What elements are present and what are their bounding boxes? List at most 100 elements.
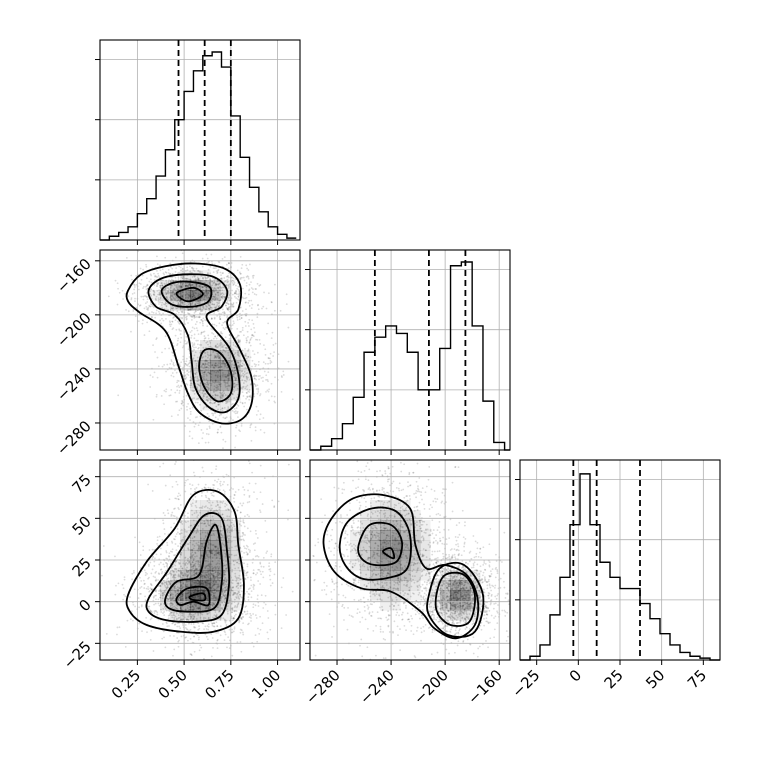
sample-point [191, 276, 194, 278]
sample-point [211, 262, 214, 265]
sample-point [202, 393, 205, 396]
sample-point [212, 584, 215, 587]
sample-point [167, 280, 170, 283]
sample-point [170, 374, 173, 377]
sample-point [213, 397, 216, 399]
sample-point [223, 362, 225, 365]
sample-point [203, 285, 206, 287]
sample-point [225, 375, 228, 378]
sample-point [237, 587, 240, 590]
sample-point [221, 292, 224, 294]
sample-point [148, 549, 151, 551]
sample-point [256, 594, 259, 597]
sample-point [233, 554, 236, 557]
sample-point [220, 292, 223, 295]
sample-point [181, 285, 183, 288]
sample-point [248, 462, 251, 465]
sample-point [214, 293, 217, 295]
sample-point [179, 365, 182, 368]
sample-point [256, 640, 259, 643]
sample-point [185, 296, 187, 299]
sample-point [203, 574, 206, 577]
sample-point [206, 571, 208, 574]
sample-point [218, 414, 221, 417]
sample-point [172, 301, 175, 304]
sample-point [155, 295, 158, 298]
sample-point [261, 622, 264, 625]
sample-point [236, 353, 239, 356]
sample-point [192, 293, 195, 296]
sample-point [224, 364, 227, 367]
sample-point [159, 286, 161, 289]
density-cell [200, 390, 211, 401]
sample-point [193, 650, 196, 653]
sample-point [158, 293, 161, 296]
sample-point [246, 590, 248, 593]
sample-point [233, 493, 236, 496]
sample-point [105, 632, 108, 635]
density-cell [170, 290, 181, 301]
sample-point [211, 550, 213, 553]
sample-point [164, 300, 167, 303]
sample-point [155, 393, 158, 396]
sample-point [202, 407, 205, 410]
sample-point [215, 389, 218, 392]
sample-point [191, 290, 194, 293]
sample-point [185, 595, 187, 598]
sample-point [213, 303, 216, 306]
sample-point [277, 500, 280, 503]
sample-point [188, 308, 191, 311]
sample-point [234, 291, 236, 294]
sample-point [168, 625, 170, 627]
sample-point [250, 336, 253, 339]
sample-point [215, 631, 218, 634]
sample-point [207, 567, 209, 570]
sample-point [168, 597, 170, 600]
sample-point [232, 419, 234, 421]
sample-point [207, 628, 210, 631]
sample-point [144, 285, 147, 288]
sample-point [185, 284, 188, 287]
sample-point [203, 351, 206, 354]
sample-point [217, 346, 219, 348]
sample-point [227, 302, 230, 305]
sample-point [194, 359, 197, 362]
sample-point [215, 270, 218, 273]
sample-point [220, 277, 223, 280]
sample-point [201, 364, 203, 367]
sample-point [221, 606, 223, 609]
sample-point [221, 608, 224, 611]
sample-point [171, 291, 173, 294]
sample-point [205, 290, 208, 292]
sample-point [227, 528, 229, 530]
sample-point [172, 361, 175, 364]
sample-point [226, 610, 229, 613]
sample-point [227, 385, 230, 388]
sample-point [179, 285, 182, 288]
sample-point [240, 317, 243, 319]
sample-point [181, 295, 184, 298]
sample-point [198, 316, 201, 319]
sample-point [211, 565, 213, 568]
sample-point [215, 557, 218, 560]
sample-point [208, 498, 211, 500]
sample-point [193, 535, 196, 538]
sample-point [222, 548, 224, 551]
density-cell [210, 290, 221, 301]
sample-point [199, 382, 202, 385]
sample-point [215, 563, 218, 566]
sample-point [176, 483, 179, 486]
sample-point [204, 319, 206, 321]
sample-point [227, 374, 230, 376]
sample-point [217, 586, 220, 589]
sample-point [226, 382, 229, 385]
sample-point [176, 288, 179, 291]
sample-point [237, 576, 239, 579]
sample-point [204, 625, 207, 628]
sample-point [210, 655, 213, 658]
sample-point [173, 297, 175, 300]
sample-point [236, 335, 239, 338]
sample-point [201, 285, 204, 288]
sample-point [125, 309, 127, 311]
sample-point [232, 375, 235, 378]
